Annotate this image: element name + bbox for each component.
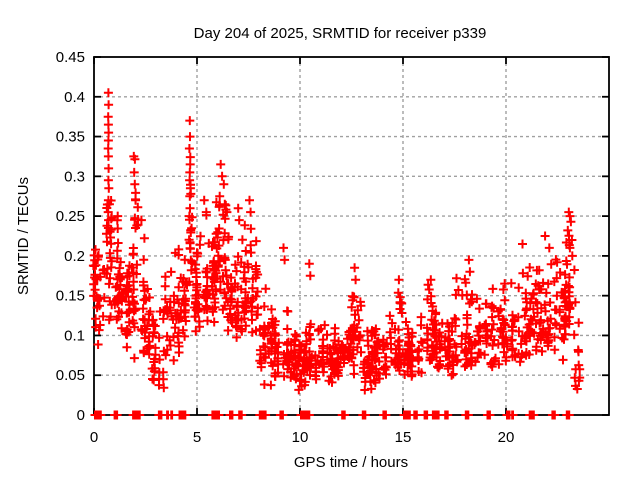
- y-tick-label: 0.35: [56, 129, 85, 146]
- x-tick-label: 10: [292, 429, 309, 446]
- y-tick-label: 0.4: [64, 89, 85, 106]
- chart-title: Day 204 of 2025, SRMTID for receiver p33…: [194, 25, 487, 42]
- y-tick-label: 0.05: [56, 367, 85, 384]
- x-tick-label: 5: [193, 429, 201, 446]
- y-tick-label: 0.2: [64, 248, 85, 265]
- x-tick-label: 20: [498, 429, 515, 446]
- scatter-points: [88, 88, 585, 420]
- y-axis-label: SRMTID / TECUs: [15, 177, 32, 295]
- y-tick-label: 0.15: [56, 288, 85, 305]
- plot-border: [93, 56, 610, 416]
- y-tick-label: 0.25: [56, 208, 85, 225]
- x-tick-label: 0: [90, 429, 98, 446]
- y-tick-label: 0: [77, 407, 85, 424]
- y-tick-label: 0.3: [64, 168, 85, 185]
- x-axis-label: GPS time / hours: [294, 454, 408, 471]
- y-tick-label: 0.45: [56, 49, 85, 66]
- x-tick-label: 15: [395, 429, 412, 446]
- tick-labels: 0 5 10 15 20 0 0.05 0.1 0.15 0.2 0.25 0.3 0.35 0.4 0.4…: [56, 49, 515, 446]
- y-tick-label: 0.1: [64, 327, 85, 344]
